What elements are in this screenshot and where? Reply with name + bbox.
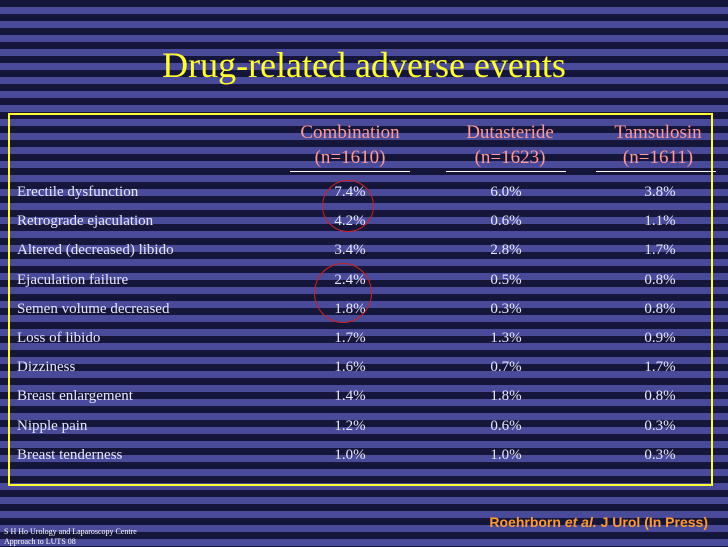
row-label: Loss of libido	[17, 330, 101, 346]
table-cell: 0.5%	[490, 272, 522, 288]
row-label: Dizziness	[17, 359, 76, 375]
table-cell: 1.7%	[334, 330, 366, 346]
header-underline	[290, 171, 410, 172]
table-cell: 3.4%	[334, 242, 366, 258]
column-header-tamsulosin: Tamsulosin (n=1611)	[578, 120, 728, 170]
table-cell: 3.8%	[644, 184, 676, 200]
row-label: Semen volume decreased	[17, 301, 170, 317]
row-label: Nipple pain	[17, 418, 88, 434]
column-header-n: (n=1610)	[314, 147, 386, 168]
column-header-n: (n=1623)	[474, 147, 546, 168]
highlight-circle	[314, 263, 372, 323]
table-cell: 0.3%	[490, 301, 522, 317]
table-cell: 0.8%	[644, 388, 676, 404]
table-cell: 0.3%	[644, 418, 676, 434]
row-label: Altered (decreased) libido	[17, 242, 174, 258]
table-cell: 1.3%	[490, 330, 522, 346]
table-cell: 6.0%	[490, 184, 522, 200]
table-cell: 0.9%	[644, 330, 676, 346]
citation-author: Roehrborn	[489, 514, 561, 530]
table-cell: 2.8%	[490, 242, 522, 258]
table-cell: 1.8%	[490, 388, 522, 404]
column-header-name: Dutasteride	[466, 122, 554, 143]
column-header-name: Combination	[300, 122, 400, 143]
table-cell: 1.4%	[334, 388, 366, 404]
table-cell: 1.0%	[490, 447, 522, 463]
row-label: Erectile dysfunction	[17, 184, 139, 200]
table-cell: 0.8%	[644, 272, 676, 288]
table-cell: 1.7%	[644, 242, 676, 258]
column-header-name: Tamsulosin	[614, 122, 702, 143]
citation-etal: et al.	[564, 514, 597, 530]
row-label: Breast enlargement	[17, 388, 133, 404]
header-underline	[446, 171, 566, 172]
table-frame	[8, 113, 713, 486]
table-cell: 1.1%	[644, 213, 676, 229]
footer-line: Approach to LUTS 08	[4, 537, 76, 546]
table-cell: 1.0%	[334, 447, 366, 463]
highlight-circle	[322, 180, 374, 232]
footer-credit: S H Ho Urology and Laparoscopy Centre Ap…	[4, 527, 137, 547]
row-label: Ejaculation failure	[17, 272, 129, 288]
table-cell: 1.7%	[644, 359, 676, 375]
citation: Roehrborn et al. J Urol (In Press)	[489, 514, 708, 530]
table-cell: 1.6%	[334, 359, 366, 375]
table-cell: 0.8%	[644, 301, 676, 317]
footer-line: S H Ho Urology and Laparoscopy Centre	[4, 527, 137, 536]
row-label: Breast tenderness	[17, 447, 123, 463]
column-header-dutasteride: Dutasteride (n=1623)	[430, 120, 590, 170]
table-cell: 1.2%	[334, 418, 366, 434]
column-header-combination: Combination (n=1610)	[270, 120, 430, 170]
row-label: Retrograde ejaculation	[17, 213, 154, 229]
slide-title: Drug-related adverse events	[162, 45, 566, 85]
column-header-n: (n=1611)	[622, 147, 694, 168]
table-cell: 0.6%	[490, 213, 522, 229]
citation-journal: J Urol (In Press)	[600, 514, 708, 530]
table-cell: 0.3%	[644, 447, 676, 463]
table-cell: 0.7%	[490, 359, 522, 375]
header-underline	[596, 171, 716, 172]
table-cell: 0.6%	[490, 418, 522, 434]
